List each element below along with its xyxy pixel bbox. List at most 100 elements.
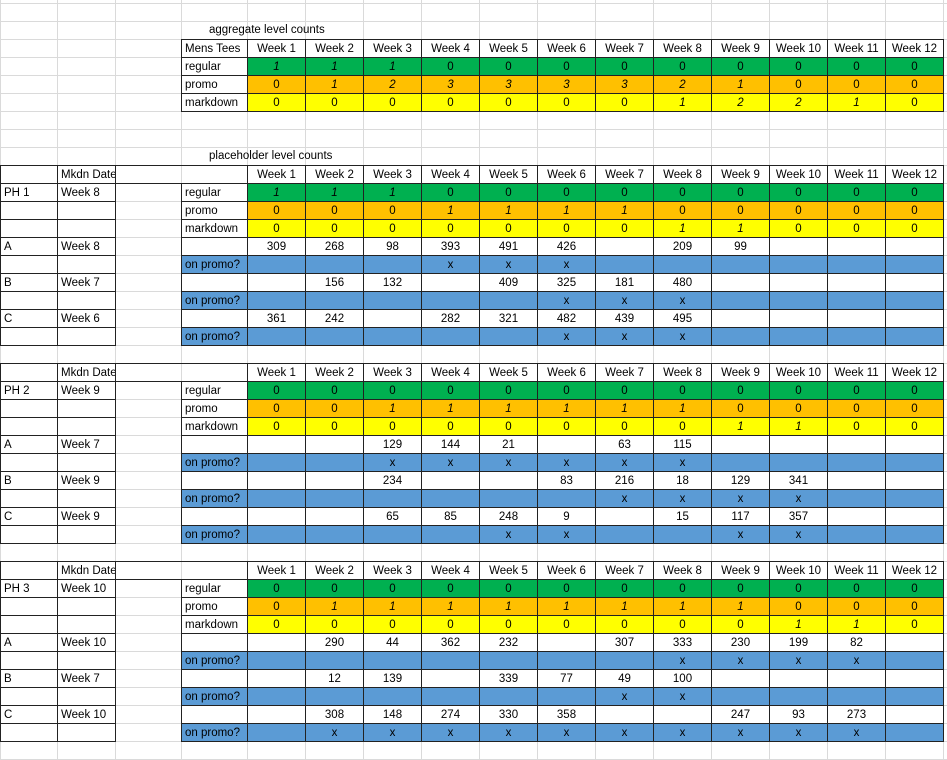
promo-count[interactable]: 0 [885, 399, 944, 418]
regular-count[interactable]: 0 [827, 381, 886, 400]
promo-count[interactable]: 0 [769, 201, 828, 220]
item-count[interactable]: 409 [479, 273, 538, 292]
item-count[interactable]: 156 [305, 273, 364, 292]
item-count[interactable] [247, 507, 306, 526]
item-count[interactable]: 115 [653, 435, 712, 454]
item-count[interactable] [769, 669, 828, 688]
on-promo-flag[interactable] [363, 327, 422, 346]
regular-count[interactable]: 0 [711, 381, 770, 400]
on-promo-label[interactable]: on promo? [181, 687, 248, 706]
week-header[interactable]: Week 7 [595, 39, 654, 58]
item-count[interactable]: 12 [305, 669, 364, 688]
markdown-count[interactable]: 0 [653, 417, 712, 436]
item-name[interactable]: B [0, 273, 58, 292]
empty-cell[interactable] [57, 291, 116, 310]
promo-count[interactable]: 2 [653, 75, 712, 94]
on-promo-flag[interactable] [247, 327, 306, 346]
markdown-count[interactable]: 1 [827, 93, 886, 112]
markdown-count[interactable]: 0 [247, 615, 306, 634]
item-count[interactable] [885, 507, 944, 526]
week-header[interactable]: Week 2 [305, 363, 364, 382]
week-header[interactable]: Week 4 [421, 165, 480, 184]
promo-count[interactable]: 1 [421, 201, 480, 220]
week-header[interactable]: Week 12 [885, 363, 944, 382]
empty-cell[interactable] [0, 597, 58, 616]
promo-count[interactable]: 1 [479, 597, 538, 616]
item-count[interactable]: 65 [363, 507, 422, 526]
on-promo-flag[interactable] [885, 255, 944, 274]
markdown-count[interactable]: 0 [421, 219, 480, 238]
item-count[interactable]: 82 [827, 633, 886, 652]
on-promo-flag[interactable]: x [595, 723, 654, 742]
on-promo-flag[interactable] [885, 651, 944, 670]
promo-count[interactable]: 1 [595, 399, 654, 418]
empty-cell[interactable] [57, 615, 116, 634]
promo-count[interactable]: 0 [769, 399, 828, 418]
on-promo-flag[interactable]: x [537, 525, 596, 544]
on-promo-flag[interactable] [305, 525, 364, 544]
markdown-count[interactable]: 0 [827, 219, 886, 238]
week-header[interactable]: Week 12 [885, 39, 944, 58]
markdown-count[interactable]: 1 [653, 93, 712, 112]
week-header[interactable]: Week 11 [827, 561, 886, 580]
on-promo-flag[interactable]: x [595, 489, 654, 508]
on-promo-flag[interactable] [247, 525, 306, 544]
item-count[interactable]: 339 [479, 669, 538, 688]
on-promo-flag[interactable]: x [537, 723, 596, 742]
promo-count[interactable]: 0 [827, 399, 886, 418]
on-promo-flag[interactable] [421, 489, 480, 508]
on-promo-flag[interactable] [421, 525, 480, 544]
markdown-count[interactable]: 1 [711, 417, 770, 436]
item-count[interactable]: 9 [537, 507, 596, 526]
on-promo-flag[interactable] [305, 255, 364, 274]
on-promo-flag[interactable]: x [711, 651, 770, 670]
item-count[interactable] [247, 435, 306, 454]
item-count[interactable] [653, 705, 712, 724]
item-count[interactable] [769, 435, 828, 454]
empty-cell[interactable] [115, 165, 248, 184]
item-count[interactable] [827, 309, 886, 328]
item-mkdn-date[interactable]: Week 10 [57, 633, 116, 652]
item-count[interactable] [305, 507, 364, 526]
item-name[interactable]: B [0, 471, 58, 490]
on-promo-flag[interactable] [537, 687, 596, 706]
week-header[interactable]: Week 2 [305, 561, 364, 580]
row-label-promo[interactable]: promo [181, 597, 248, 616]
empty-cell[interactable] [181, 507, 248, 526]
item-count[interactable]: 290 [305, 633, 364, 652]
empty-cell[interactable] [181, 669, 248, 688]
item-count[interactable]: 480 [653, 273, 712, 292]
on-promo-flag[interactable]: x [421, 453, 480, 472]
on-promo-flag[interactable] [827, 291, 886, 310]
item-count[interactable]: 117 [711, 507, 770, 526]
promo-count[interactable]: 1 [595, 597, 654, 616]
regular-count[interactable]: 0 [827, 57, 886, 76]
regular-count[interactable]: 0 [537, 579, 596, 598]
item-count[interactable]: 144 [421, 435, 480, 454]
item-count[interactable]: 439 [595, 309, 654, 328]
item-count[interactable]: 15 [653, 507, 712, 526]
week-header[interactable]: Week 6 [537, 363, 596, 382]
week-header[interactable]: Week 6 [537, 561, 596, 580]
item-count[interactable]: 77 [537, 669, 596, 688]
week-header[interactable]: Week 3 [363, 39, 422, 58]
item-count[interactable]: 308 [305, 705, 364, 724]
item-name[interactable]: C [0, 309, 58, 328]
markdown-count[interactable]: 0 [247, 93, 306, 112]
on-promo-flag[interactable] [305, 453, 364, 472]
markdown-count[interactable]: 1 [711, 219, 770, 238]
on-promo-label[interactable]: on promo? [181, 453, 248, 472]
on-promo-flag[interactable]: x [769, 525, 828, 544]
item-count[interactable]: 18 [653, 471, 712, 490]
week-header[interactable]: Week 10 [769, 165, 828, 184]
item-count[interactable]: 139 [363, 669, 422, 688]
on-promo-flag[interactable] [885, 687, 944, 706]
empty-cell[interactable] [57, 723, 116, 742]
on-promo-flag[interactable]: x [827, 723, 886, 742]
regular-count[interactable]: 1 [247, 183, 306, 202]
item-count[interactable]: 482 [537, 309, 596, 328]
item-count[interactable] [711, 669, 770, 688]
item-count[interactable] [885, 471, 944, 490]
regular-count[interactable]: 0 [479, 579, 538, 598]
item-count[interactable] [595, 237, 654, 256]
